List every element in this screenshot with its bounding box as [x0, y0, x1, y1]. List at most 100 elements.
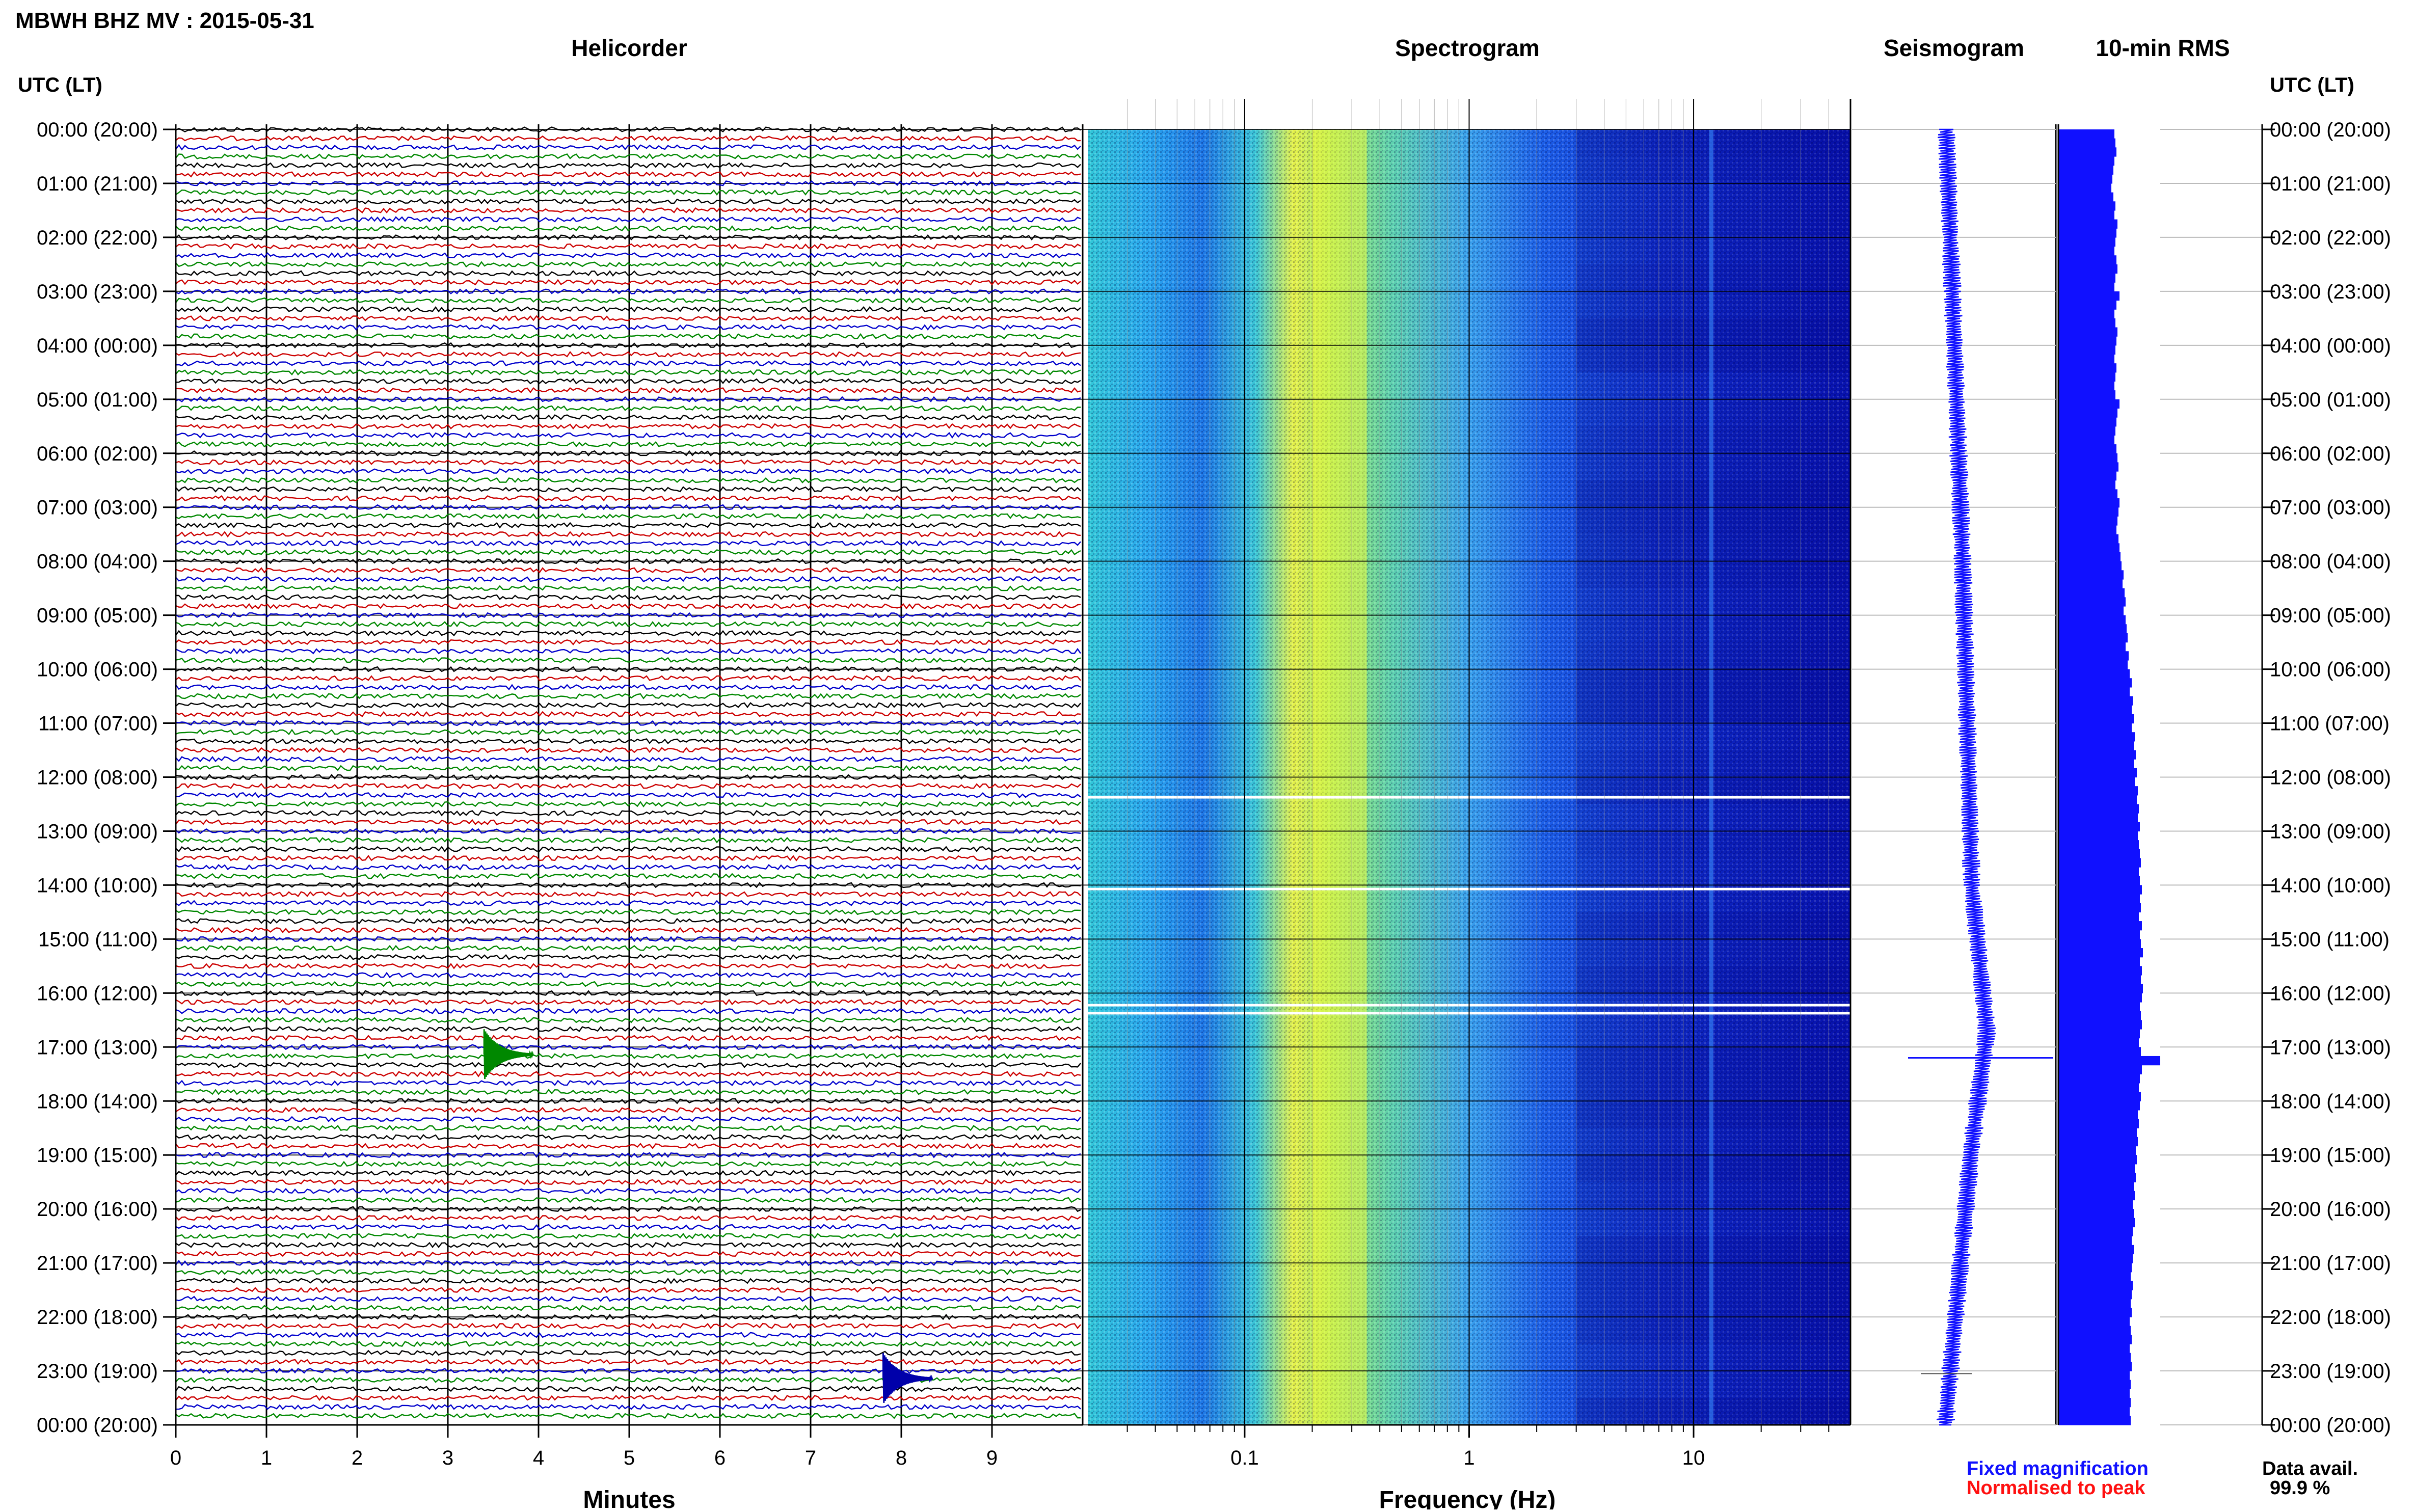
left-time-label: 05:00 (01:00)	[37, 389, 158, 411]
rms-bar	[2058, 624, 2127, 634]
helicorder-trace	[175, 998, 1081, 1006]
helicorder-trace	[175, 1170, 1081, 1177]
rms-bar	[2058, 1353, 2131, 1362]
helicorder-trace	[175, 1241, 1081, 1249]
rms-bar	[2058, 948, 2143, 958]
helicorder-trace	[175, 738, 1081, 745]
left-time-label: 12:00 (08:00)	[37, 767, 158, 789]
rms-bar	[2058, 1137, 2138, 1147]
helicorder-trace	[175, 477, 1081, 483]
rms-bar	[2058, 264, 2117, 274]
rms-bar	[2058, 714, 2134, 724]
rms-bar	[2058, 993, 2142, 1003]
helicorder-trace	[175, 909, 1081, 915]
rms-bar	[2058, 1038, 2139, 1047]
rms-bar	[2058, 1191, 2135, 1201]
helicorder-trace	[175, 1349, 1081, 1356]
rms-bar	[2058, 939, 2141, 949]
helicorder-trace	[175, 971, 1081, 979]
helicorder-trace	[175, 1142, 1081, 1149]
helicorder-trace	[175, 675, 1081, 682]
helicorder-trace	[175, 1322, 1081, 1330]
helicorder-trace	[175, 324, 1081, 331]
helicorder-trace	[175, 1043, 1081, 1050]
rms-bar	[2058, 1389, 2130, 1398]
rms-bar	[2058, 1101, 2140, 1111]
helicorder-x-tick-label: 2	[352, 1447, 363, 1469]
spectrogram-panel	[176, 99, 1852, 1425]
rms-bar	[2058, 1416, 2131, 1425]
helicorder-trace	[175, 765, 1081, 771]
rms-bar	[2058, 579, 2123, 589]
helicorder-trace	[175, 603, 1081, 610]
rms-bar	[2058, 390, 2115, 400]
helicorder-x-tick-label: 4	[533, 1447, 544, 1469]
left-time-axis-label: UTC (LT)	[18, 74, 102, 96]
right-time-label: 17:00 (13:00)	[2270, 1036, 2391, 1059]
rms-bar	[2058, 732, 2135, 742]
helicorder-trace	[175, 711, 1081, 717]
rms-bar	[2058, 1236, 2132, 1246]
rms-bar	[2058, 975, 2141, 985]
left-time-label: 08:00 (04:00)	[37, 551, 158, 573]
rms-bar	[2058, 1173, 2136, 1182]
helicorder-trace	[175, 1358, 1081, 1365]
helicorder-trace	[175, 1224, 1081, 1230]
right-time-label: 04:00 (00:00)	[2270, 335, 2391, 357]
rms-bar	[2058, 903, 2141, 912]
helicorder-trace	[175, 1197, 1081, 1203]
rms-bar	[2058, 516, 2117, 526]
right-time-label: 00:00 (20:00)	[2270, 1414, 2391, 1437]
helicorder-trace	[175, 792, 1081, 799]
rms-bar	[2058, 300, 2116, 310]
helicorder-panel	[175, 124, 1084, 1425]
helicorder-trace	[175, 369, 1081, 376]
rms-bar	[2058, 966, 2142, 976]
rms-bar	[2058, 858, 2141, 868]
helicorder-trace	[175, 531, 1081, 538]
helicorder-trace	[175, 1017, 1081, 1023]
right-time-label: 00:00 (20:00)	[2270, 119, 2391, 141]
rms-bar	[2058, 1335, 2132, 1344]
rms-bar	[2058, 1371, 2130, 1381]
helicorder-trace	[175, 755, 1081, 763]
right-time-label: 18:00 (14:00)	[2270, 1090, 2391, 1113]
helicorder-trace	[175, 900, 1081, 906]
helicorder-trace	[175, 936, 1081, 942]
helicorder-trace	[175, 1232, 1081, 1239]
helicorder-trace	[175, 1394, 1081, 1402]
helicorder-trace	[175, 1259, 1081, 1267]
helicorder-trace	[175, 828, 1081, 834]
rms-bar	[2058, 1380, 2131, 1389]
spectrogram-x-axis: 0.1 1 10	[1088, 1424, 1850, 1469]
rms-bar	[2058, 417, 2116, 427]
rms-panel	[2057, 124, 2263, 1425]
rms-bar	[2058, 768, 2137, 778]
rms-bar	[2058, 849, 2140, 859]
rms-bar	[2058, 291, 2119, 301]
rms-bar	[2058, 588, 2125, 598]
helicorder-trace	[175, 540, 1081, 547]
rms-bar	[2058, 840, 2139, 850]
helicorder-trace	[175, 288, 1081, 295]
helicorder-trace	[175, 702, 1081, 709]
rms-bar	[2058, 1047, 2141, 1057]
helicorder-trace	[175, 657, 1081, 664]
right-time-label: 23:00 (19:00)	[2270, 1360, 2391, 1383]
rms-bar	[2058, 876, 2140, 886]
left-time-label: 02:00 (22:00)	[37, 227, 158, 249]
rms-bar	[2058, 1119, 2139, 1128]
helicorder-x-tick-label: 5	[624, 1447, 635, 1469]
legend-normalised-to-peak: Normalised to peak	[1967, 1477, 2145, 1499]
helicorder-trace	[175, 810, 1081, 817]
helicorder-trace	[175, 297, 1081, 305]
helicorder-trace	[175, 378, 1081, 385]
rms-bar	[2058, 831, 2138, 841]
helicorder-trace	[175, 1062, 1081, 1068]
left-time-label: 10:00 (06:00)	[37, 659, 158, 681]
helicorder-trace	[175, 1251, 1081, 1257]
rms-bar	[2058, 1128, 2137, 1138]
helicorder-trace	[175, 216, 1081, 223]
helicorder-trace	[175, 558, 1081, 564]
